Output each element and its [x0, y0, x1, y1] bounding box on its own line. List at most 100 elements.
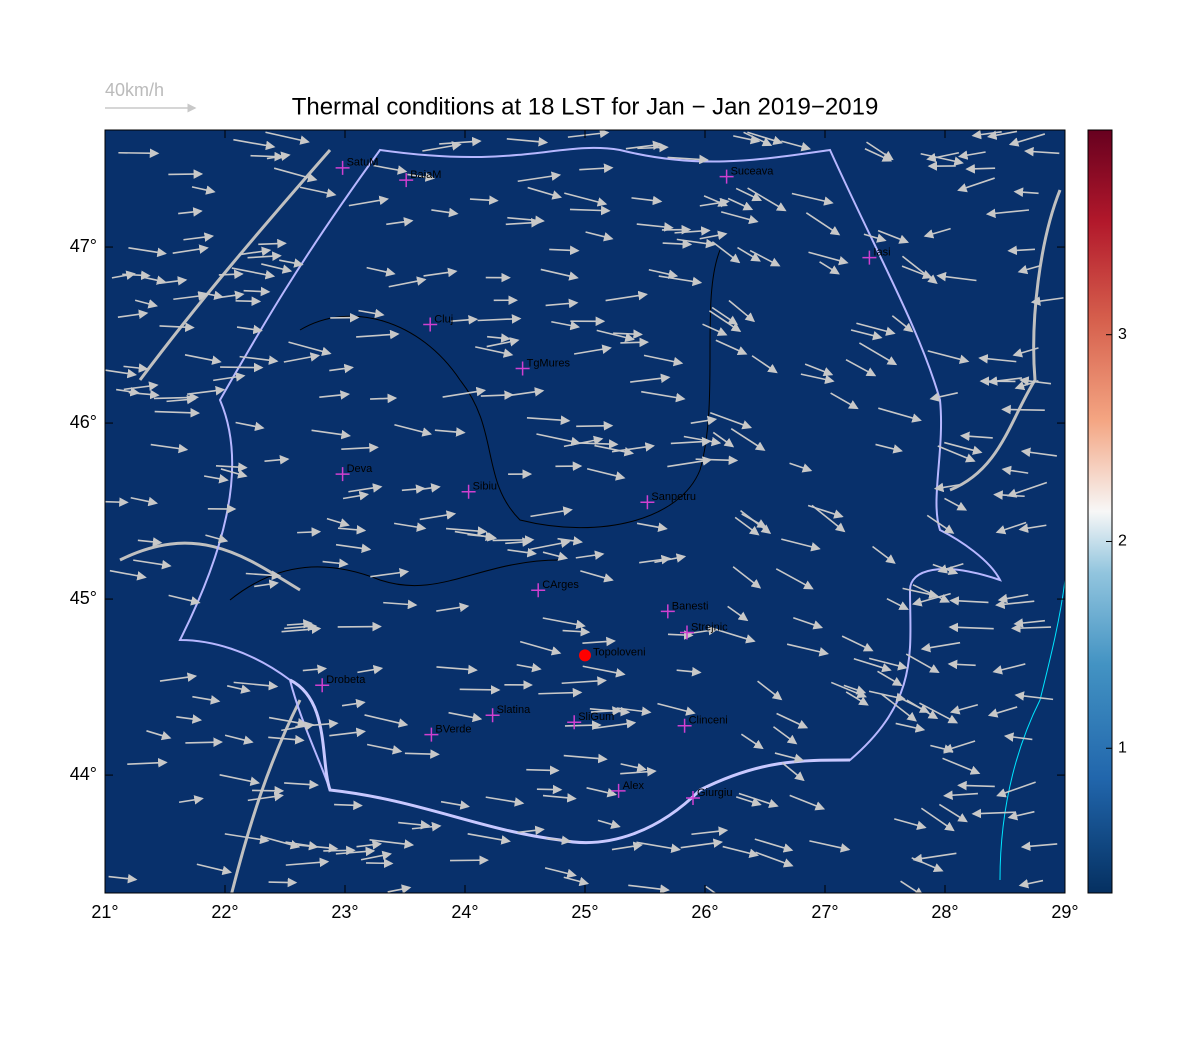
wind-arrow: [905, 653, 940, 673]
wind-arrow: [337, 525, 367, 535]
wind-arrow: [517, 171, 562, 183]
wind-arrow: [538, 687, 583, 698]
wind-arrow: [786, 643, 830, 657]
x-tick-label: 25°: [571, 902, 598, 922]
wind-arrow: [662, 239, 693, 249]
station-label: Banesti: [672, 600, 709, 612]
wind-arrow: [901, 255, 938, 285]
wind-arrow: [747, 187, 787, 212]
station-marker: [335, 467, 350, 482]
wind-arrow: [877, 229, 910, 244]
wind-arrow: [957, 177, 995, 193]
station-label: Sanpetru: [651, 491, 696, 503]
wind-arrow: [519, 640, 562, 656]
wind-arrow: [1006, 481, 1048, 498]
wind-arrow: [620, 762, 647, 773]
wind-arrow: [562, 626, 591, 637]
wind-arrow: [150, 443, 189, 454]
wind-arrow: [735, 796, 762, 807]
station-marker: [423, 317, 438, 332]
wind-arrow: [586, 787, 618, 798]
wind-arrow: [295, 719, 339, 729]
wind-arrow: [540, 268, 579, 281]
wind-arrow: [356, 329, 400, 340]
wind-arrow: [137, 537, 163, 547]
wind-arrow: [902, 587, 939, 599]
wind-arrow: [965, 164, 996, 174]
wind-arrow: [695, 455, 739, 466]
x-tick-label: 27°: [811, 902, 838, 922]
wind-arrow: [260, 835, 301, 850]
wind-arrow: [926, 151, 960, 163]
wind-arrow: [564, 720, 602, 730]
wind-arrow: [957, 780, 995, 791]
wind-arrow: [506, 136, 549, 147]
wind-arrow: [709, 412, 753, 430]
wind-arrow: [789, 462, 813, 473]
wind-arrow: [485, 796, 525, 807]
wind-arrow: [564, 192, 608, 207]
wind-arrow: [912, 852, 957, 864]
wind-arrow: [845, 359, 877, 377]
wind-arrow: [741, 513, 767, 528]
wind-arrow: [944, 497, 968, 511]
wind-arrow: [573, 344, 612, 355]
station-label: Clinceni: [689, 715, 728, 727]
wind-arrow: [654, 553, 687, 564]
station-label: Giurgiu: [697, 787, 732, 799]
wind-arrow: [841, 635, 874, 652]
x-tick-label: 23°: [331, 902, 358, 922]
wind-arrow: [404, 749, 440, 759]
wind-arrow: [667, 630, 694, 640]
station-marker: [862, 250, 877, 265]
wind-arrow: [176, 714, 203, 724]
wind-arrow: [997, 593, 1029, 604]
wind-arrow: [329, 363, 354, 374]
wind-arrow: [536, 433, 581, 447]
wind-arrow: [109, 569, 147, 581]
wind-arrow: [569, 205, 611, 216]
wind-arrow: [920, 807, 955, 832]
wind-arrow: [733, 134, 761, 145]
station-label: TgMures: [527, 357, 571, 369]
wind-arrow: [326, 517, 350, 528]
wind-arrow: [475, 346, 514, 358]
wind-arrow: [469, 195, 499, 205]
wind-arrow: [793, 616, 824, 630]
wind-arrow: [218, 269, 244, 280]
wind-arrow: [932, 563, 959, 575]
wind-arrow: [196, 863, 233, 876]
wind-arrow: [730, 427, 766, 451]
y-tick-label: 44°: [70, 764, 97, 784]
wind-arrow: [1012, 347, 1039, 358]
wind-arrow: [436, 602, 470, 613]
coastline: [999, 579, 1065, 881]
wind-arrow: [544, 867, 577, 879]
wind-arrow: [172, 244, 209, 254]
wind-arrow: [238, 246, 272, 257]
y-tick-label: 47°: [70, 236, 97, 256]
wind-arrow: [442, 386, 487, 398]
wind-arrow: [357, 664, 384, 675]
wind-arrow: [936, 271, 977, 282]
wind-arrow: [639, 554, 672, 565]
wind-arrow: [551, 320, 580, 331]
wind-arrow: [505, 217, 541, 228]
wind-arrow: [448, 711, 483, 723]
station-label: Iasi: [873, 247, 890, 259]
wind-arrow: [348, 195, 389, 207]
wind-arrow: [868, 657, 908, 671]
station-marker: [640, 495, 655, 510]
wind-arrow: [850, 329, 883, 341]
wind-arrow: [192, 695, 221, 705]
wind-arrow: [1030, 296, 1064, 306]
wind-arrow: [439, 136, 482, 147]
wind-arrow: [690, 415, 718, 426]
wind-arrow: [1003, 732, 1033, 742]
wind-arrow: [1018, 523, 1047, 533]
wind-arrow: [128, 247, 167, 258]
wind-arrow: [596, 329, 635, 343]
wind-arrow: [422, 141, 462, 152]
wind-arrow: [1013, 187, 1039, 197]
wind-arrow: [370, 567, 410, 578]
